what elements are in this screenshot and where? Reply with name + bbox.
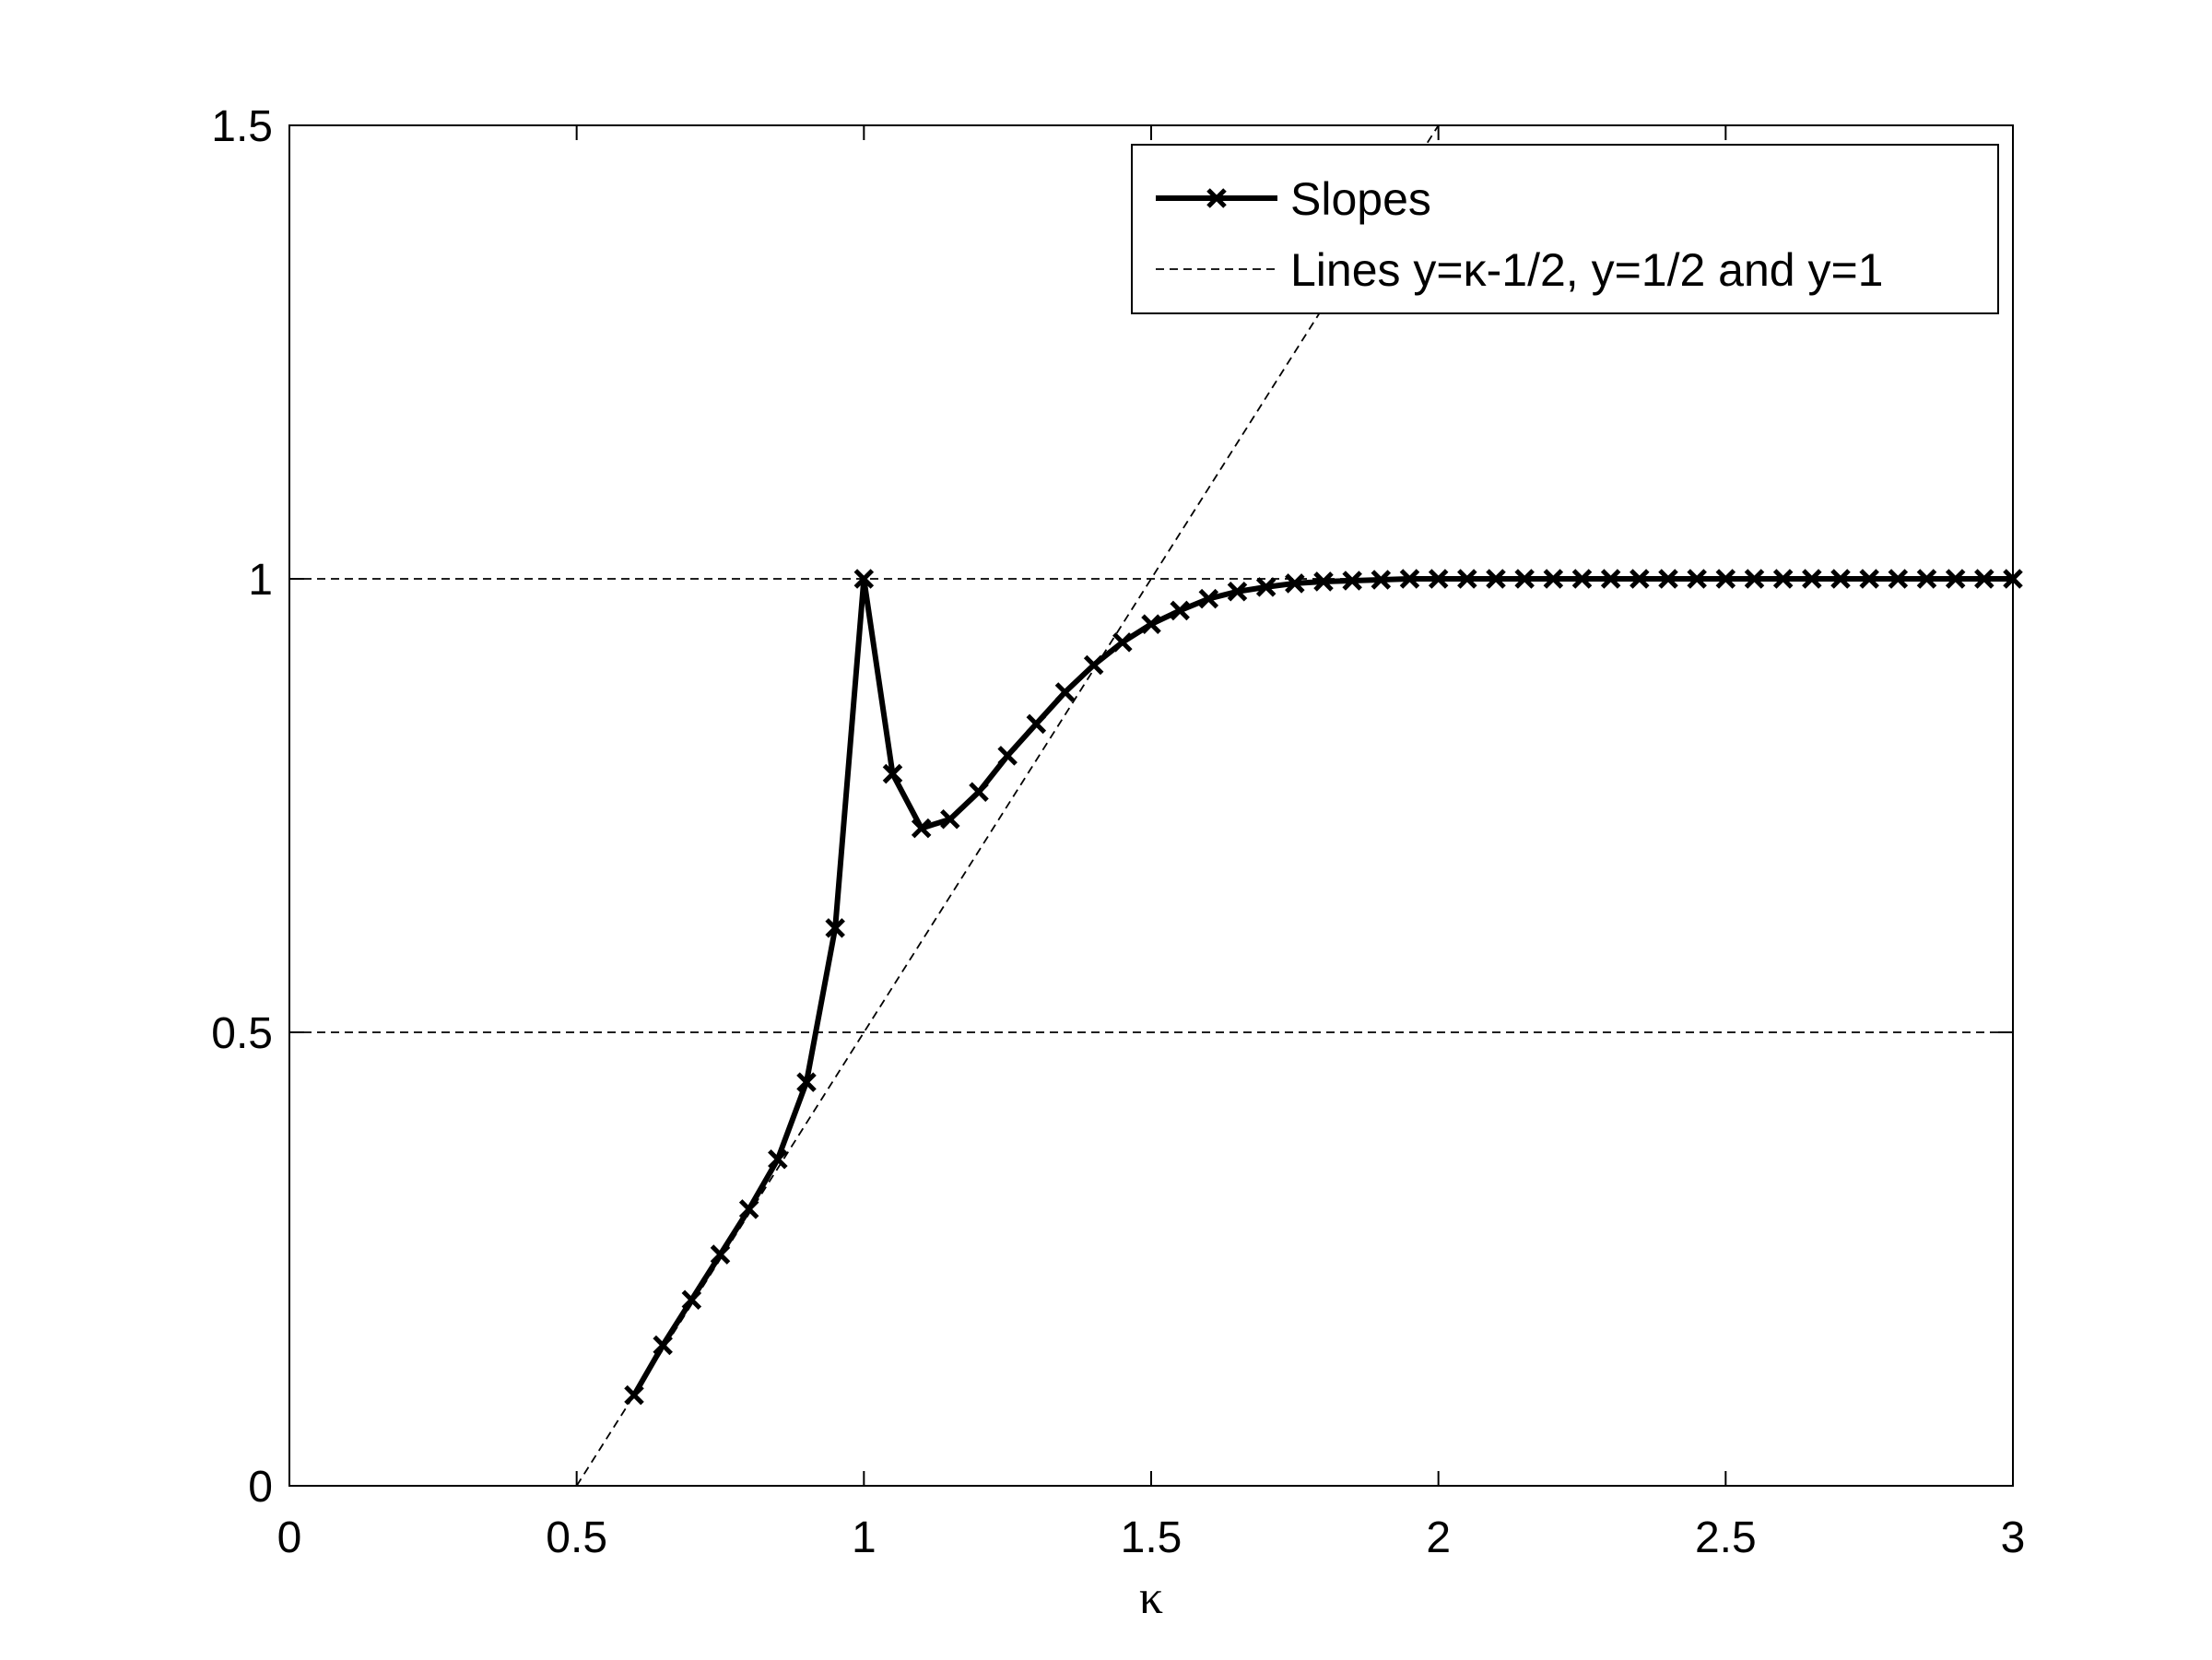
data-point-slopes [1830, 569, 1851, 589]
ticks-layer: 0 0.5 1 1.5 2 2.5 3 0 0.5 1 1.5 [211, 102, 2025, 1562]
x-axis-label: κ [1139, 1572, 1163, 1624]
data-point-slopes [653, 1335, 673, 1356]
data-point-slopes [1916, 569, 1937, 589]
data-point-slopes [1399, 569, 1420, 589]
data-point-slopes [1802, 569, 1822, 589]
data-point-slopes [1428, 569, 1449, 589]
legend: Slopes Lines y=κ-1/2, y=1/2 and y=1 [1131, 144, 1999, 314]
data-point-slopes [1571, 569, 1593, 589]
data-point-slopes [1888, 569, 1909, 589]
x-tick-label: 1 [852, 1513, 877, 1562]
data-point-slopes [940, 808, 960, 830]
data-point-slopes [1141, 614, 1161, 634]
data-point-slopes [624, 1384, 644, 1406]
data-point-slopes [1026, 713, 1047, 735]
x-tick-label: 2 [1426, 1513, 1451, 1562]
data-point-slopes [1255, 577, 1277, 597]
data-point-slopes [681, 1289, 702, 1311]
data-point-slopes [1054, 682, 1076, 702]
data-point-slopes [882, 763, 903, 784]
data-point-slopes [1198, 588, 1219, 609]
data-point-slopes [1170, 600, 1190, 621]
y-tick-label: 1.5 [211, 102, 273, 151]
data-point-slopes [1744, 569, 1765, 589]
x-tick-label: 0 [277, 1513, 302, 1562]
data-point-slopes [1543, 569, 1564, 589]
data-point-slopes [1514, 569, 1535, 589]
y-tick-label: 0.5 [211, 1009, 273, 1058]
data-point-slopes [710, 1244, 731, 1265]
data-point-slopes [911, 818, 932, 839]
legend-marker-slopes [1206, 188, 1227, 208]
data-point-slopes [1083, 654, 1104, 676]
data-point-slopes [738, 1199, 759, 1219]
data-point-slopes [1974, 569, 1994, 589]
data-point-slopes [1600, 569, 1621, 589]
data-point-slopes [1945, 569, 1966, 589]
y-tick-label: 1 [248, 556, 273, 605]
data-point-slopes [853, 569, 875, 589]
x-tick-label: 3 [2001, 1513, 2026, 1562]
data-point-slopes [1285, 573, 1305, 594]
legend-label-reference-lines: Lines y=κ-1/2, y=1/2 and y=1 [1290, 244, 1883, 296]
data-point-slopes [1715, 569, 1736, 589]
data-point-slopes [1859, 569, 1879, 589]
data-point-slopes [1687, 569, 1707, 589]
legend-marker-x [1206, 188, 1227, 208]
data-point-slopes [1227, 582, 1248, 602]
data-point-slopes [796, 1072, 817, 1092]
data-point-slopes [1313, 571, 1334, 592]
data-point-slopes [1112, 632, 1133, 653]
data-point-slopes [1457, 569, 1477, 589]
legend-box [1131, 144, 1999, 314]
data-point-slopes [1371, 570, 1392, 590]
legend-label-slopes: Slopes [1290, 173, 1431, 225]
plot-area [289, 125, 2013, 1486]
y-tick-label: 0 [248, 1463, 273, 1512]
data-point-slopes [1342, 571, 1362, 591]
data-point-slopes [768, 1148, 788, 1170]
data-point-slopes [1772, 569, 1794, 589]
data-point-slopes [1658, 569, 1678, 589]
data-point-slopes [825, 918, 845, 938]
data-point-slopes [1630, 569, 1650, 589]
data-point-slopes [997, 746, 1018, 766]
x-tick-label: 1.5 [1121, 1513, 1182, 1562]
x-tick-label: 0.5 [546, 1513, 607, 1562]
data-point-slopes [1486, 569, 1506, 589]
x-tick-label: 2.5 [1695, 1513, 1757, 1562]
data-point-slopes [969, 782, 989, 803]
